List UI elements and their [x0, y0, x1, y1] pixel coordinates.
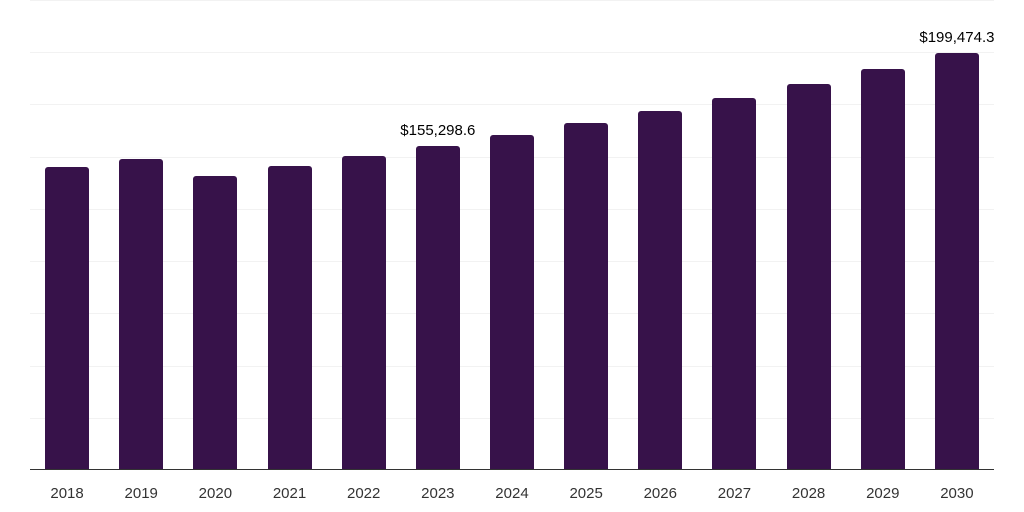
bar-2025[interactable]: [564, 123, 609, 470]
bar-2020[interactable]: [193, 175, 238, 470]
x-tick-label: 2022: [346, 485, 381, 502]
x-tick-label: 2030: [940, 485, 974, 502]
x-tick-label: 2018: [50, 485, 84, 502]
x-tick-label: 2025: [569, 485, 603, 502]
bar-2029[interactable]: [860, 69, 905, 470]
x-axis-line: [30, 469, 994, 470]
x-tick-label: 2019: [124, 485, 158, 502]
bar-2022[interactable]: [341, 155, 386, 470]
gridline: [30, 104, 994, 105]
bar-2027[interactable]: [712, 97, 757, 470]
x-tick-label: 2021: [272, 485, 307, 502]
bar-2021[interactable]: [267, 165, 312, 470]
x-tick-label: 2029: [866, 485, 900, 502]
bar-2030[interactable]: [934, 53, 979, 470]
data-label-2030: $199,474.3: [919, 29, 995, 47]
x-tick-label: 2027: [717, 485, 752, 502]
x-tick-label: 2023: [421, 485, 455, 502]
bar-2023[interactable]: [415, 145, 460, 470]
x-tick-label: 2020: [198, 485, 233, 502]
data-label-2023: $155,298.6: [400, 121, 476, 139]
x-tick-label: 2024: [495, 485, 529, 502]
x-tick-label: 2028: [791, 485, 826, 502]
bar-2028[interactable]: [786, 83, 831, 470]
bar-2018[interactable]: [45, 166, 90, 470]
gridline: [30, 52, 994, 53]
bar-2019[interactable]: [119, 158, 164, 470]
bar-2026[interactable]: [638, 110, 683, 470]
gridline: [30, 0, 994, 1]
x-tick-label: 2026: [643, 485, 677, 502]
bar-2024[interactable]: [490, 134, 534, 470]
